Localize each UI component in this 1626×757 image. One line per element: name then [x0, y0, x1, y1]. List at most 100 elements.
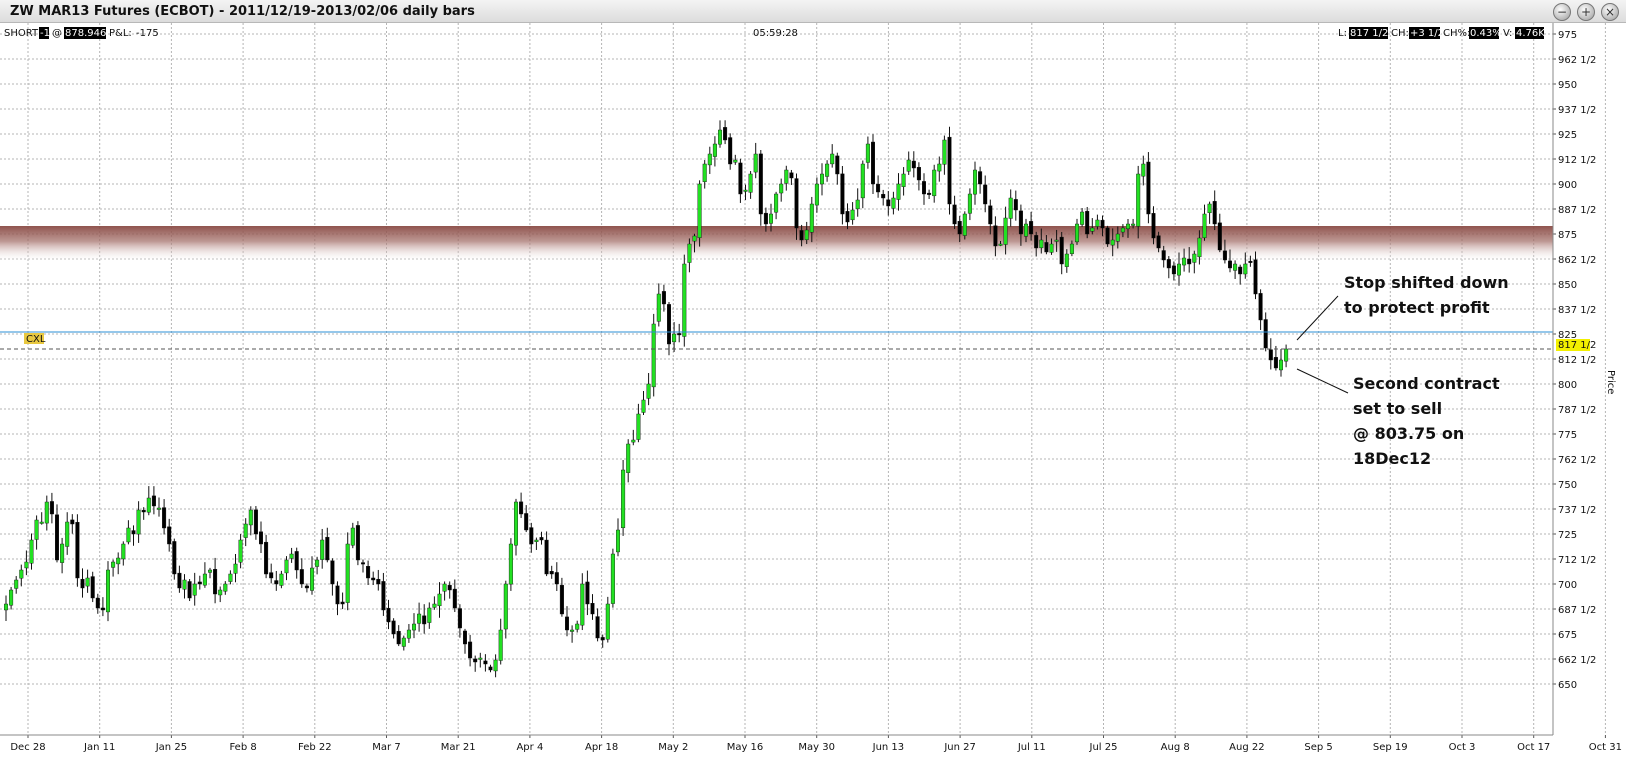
- candle-body: [1105, 227, 1110, 245]
- candle-body: [937, 163, 942, 172]
- position-qty: -1: [40, 28, 50, 39]
- last-label: L:: [1338, 28, 1347, 39]
- candle: [835, 152, 840, 185]
- window-title: ZW MAR13 Futures (ECBOT) - 2011/12/19-20…: [10, 4, 475, 19]
- candle: [1284, 344, 1289, 368]
- candle-body: [641, 399, 646, 413]
- candle-body: [799, 230, 804, 241]
- candle: [207, 567, 212, 579]
- pnl-value: -175: [136, 28, 159, 39]
- candle: [1187, 247, 1192, 273]
- candle-body: [830, 153, 835, 165]
- candle-body: [269, 572, 274, 579]
- candle: [1039, 228, 1044, 254]
- candle: [473, 655, 478, 672]
- candle-body: [253, 509, 258, 535]
- candle-body: [881, 193, 886, 199]
- candle: [126, 520, 131, 545]
- second-contract-line3: @ 803.75 on: [1353, 424, 1464, 443]
- candle-body: [315, 559, 320, 567]
- candle: [100, 597, 105, 617]
- candle-body: [697, 183, 702, 238]
- candle-body: [508, 543, 513, 585]
- candle: [34, 515, 39, 550]
- candle: [131, 525, 136, 546]
- candle-body: [151, 495, 156, 507]
- candle: [279, 570, 284, 589]
- candle: [162, 499, 167, 535]
- candle: [763, 207, 768, 232]
- candle: [1115, 226, 1120, 249]
- candle: [1105, 225, 1110, 247]
- candle: [1064, 249, 1069, 273]
- candle: [1095, 214, 1100, 230]
- candle-body: [978, 171, 983, 185]
- candle-body: [243, 523, 248, 538]
- candle-body: [605, 603, 610, 640]
- candle: [299, 558, 304, 588]
- candle-body: [865, 143, 870, 163]
- candle-body: [983, 184, 988, 205]
- candle-body: [65, 521, 70, 547]
- x-tick-label: Apr 18: [585, 742, 618, 753]
- candle-body: [942, 139, 947, 165]
- candle: [585, 570, 590, 616]
- candle: [1227, 249, 1232, 273]
- candle: [565, 606, 570, 637]
- candle-body: [39, 521, 44, 524]
- price-chart[interactable]: CXL SHORT -1 @ 878.946 P&L: -175 05:59:2…: [0, 23, 1626, 757]
- candle-body: [738, 162, 743, 195]
- candle-body: [687, 243, 692, 263]
- candle: [1202, 204, 1207, 241]
- candle: [463, 628, 468, 654]
- candle-body: [1034, 235, 1039, 249]
- candle-body: [733, 159, 738, 163]
- cancel-order-label[interactable]: CXL: [26, 334, 46, 345]
- candle: [865, 136, 870, 169]
- candle: [575, 620, 580, 633]
- candle-body: [1069, 243, 1074, 254]
- x-tick-label: Dec 28: [10, 742, 45, 753]
- cancel-order-badge[interactable]: [24, 333, 44, 344]
- stop-note-line2: to protect profit: [1344, 298, 1490, 317]
- close-button[interactable]: ×: [1601, 3, 1619, 21]
- y-tick-label: 912 1/2: [1558, 155, 1596, 166]
- candle: [952, 195, 957, 230]
- candle: [646, 373, 651, 406]
- x-tick-label: Feb 22: [298, 742, 332, 753]
- candle-body: [361, 562, 366, 565]
- candle: [978, 166, 983, 194]
- candle-body: [1110, 239, 1115, 246]
- candle-body: [325, 536, 330, 561]
- candle-body: [1278, 359, 1283, 371]
- candle-body: [355, 525, 360, 561]
- candle-body: [1182, 257, 1187, 266]
- candle-body: [656, 293, 661, 322]
- candle-body: [600, 637, 605, 641]
- minimize-button[interactable]: −: [1553, 3, 1571, 21]
- candle-body: [95, 597, 100, 609]
- candle: [825, 160, 830, 182]
- candle: [1100, 215, 1105, 237]
- candle: [1008, 189, 1013, 227]
- zoom-button[interactable]: +: [1577, 3, 1595, 21]
- y-tick-label: 900: [1558, 180, 1577, 191]
- x-tick-label: Jun 13: [872, 742, 905, 753]
- candle: [549, 565, 554, 579]
- candle: [1141, 155, 1146, 186]
- candle: [340, 592, 345, 610]
- candle: [988, 199, 993, 235]
- candle-body: [763, 212, 768, 225]
- candle: [406, 624, 411, 643]
- candle: [845, 203, 850, 230]
- candle: [590, 594, 595, 620]
- candle-body: [14, 579, 19, 589]
- y-tick-label: 887 1/2: [1558, 205, 1596, 216]
- candle-body: [794, 178, 799, 229]
- candle: [692, 233, 697, 253]
- last-price-badge: [1556, 339, 1590, 351]
- candle-body: [1227, 260, 1232, 269]
- candle-body: [1085, 210, 1090, 235]
- candle-body: [1054, 239, 1059, 242]
- candle-body: [922, 181, 927, 195]
